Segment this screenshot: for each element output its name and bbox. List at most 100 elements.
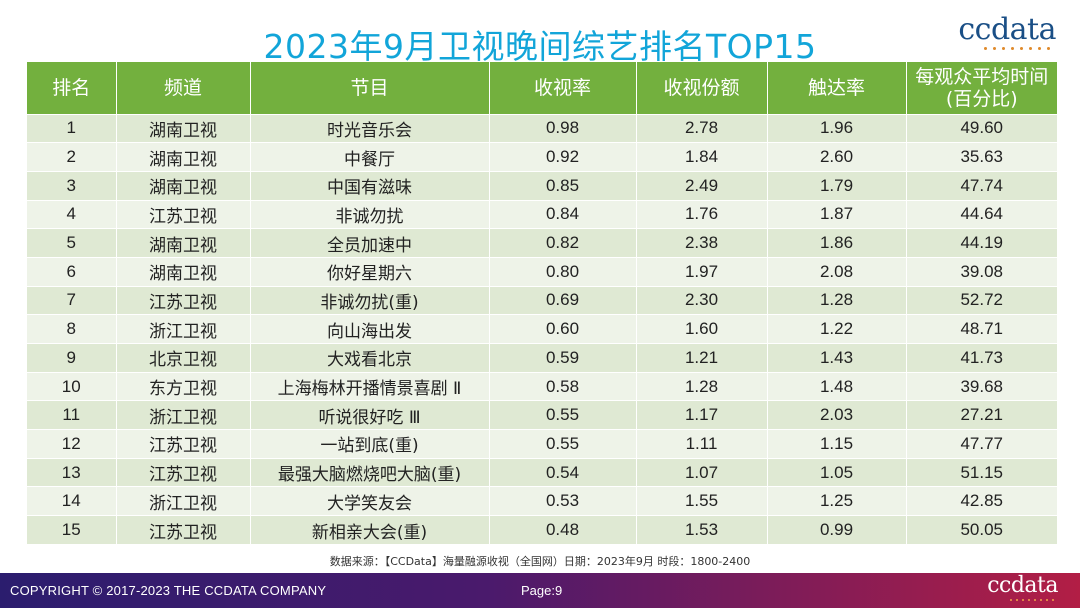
column-header-text: 每观众平均时间	[915, 65, 1049, 88]
table-cell: 2.03	[767, 400, 907, 430]
table-row: 8 浙江卫视 向山海出发 0.60 1.60 1.22 48.71	[27, 314, 1057, 344]
table-cell: 39.68	[906, 371, 1057, 401]
table-cell: 中国有滋味	[250, 170, 490, 201]
table-cell: 1.43	[767, 343, 907, 373]
table-cell: 6	[27, 256, 117, 287]
table-cell: 1.96	[767, 113, 907, 143]
table-cell: 上海梅林开播情景喜剧 Ⅱ	[250, 371, 490, 401]
logo-text: ccdata	[958, 12, 1056, 47]
column-header: 触达率	[767, 62, 907, 114]
table-cell: 1.87	[767, 199, 907, 229]
table-cell: 0.82	[489, 228, 637, 258]
table-cell: 0.84	[489, 199, 637, 229]
table-cell: 湖南卫视	[116, 142, 251, 172]
table-cell: 听说很好吃 Ⅲ	[250, 400, 490, 430]
table-cell: 0.98	[489, 113, 637, 143]
table-cell: 44.64	[906, 199, 1057, 229]
column-header-text: 排名	[52, 76, 91, 99]
table-cell: 1.07	[636, 457, 768, 487]
table-cell: 15	[27, 515, 117, 545]
table-cell: 时光音乐会	[250, 113, 490, 143]
table-cell: 1.21	[636, 343, 768, 373]
table-cell: 8	[27, 314, 117, 344]
footer-logo-text: ccdata	[987, 573, 1058, 598]
table-cell: 39.08	[906, 256, 1057, 287]
column-header-text: 节目	[350, 76, 389, 99]
table-cell: 1.25	[767, 486, 907, 516]
table-cell: 14	[27, 486, 117, 516]
table-cell: 47.74	[906, 170, 1057, 201]
ranking-table: 排名 频道 节目 收视率 收视份额 触达率 每观众平均时间 (百分比) 1 湖南卫视 时光音乐会 0…	[27, 62, 1057, 545]
table-cell: 1.60	[636, 314, 768, 344]
table-row: 1 湖南卫视 时光音乐会 0.98 2.78 1.96 49.60	[27, 113, 1057, 143]
table-cell: 0.80	[489, 256, 637, 287]
table-cell: 48.71	[906, 314, 1057, 344]
column-header-text: 触达率	[807, 76, 865, 99]
table-cell: 1.76	[636, 199, 768, 229]
column-header: 收视率	[489, 62, 637, 114]
table-cell: 12	[27, 429, 117, 459]
table-cell: 浙江卫视	[116, 400, 251, 430]
table-cell: 北京卫视	[116, 343, 251, 373]
table-row: 14 浙江卫视 大学笑友会 0.53 1.55 1.25 42.85	[27, 486, 1057, 516]
table-cell: 47.77	[906, 429, 1057, 459]
column-header-text: 收视份额	[663, 76, 740, 99]
table-cell: 大戏看北京	[250, 343, 490, 373]
table-cell: 2.49	[636, 170, 768, 201]
table-cell: 2.08	[767, 256, 907, 287]
table-cell: 51.15	[906, 457, 1057, 487]
table-cell: 湖南卫视	[116, 170, 251, 201]
table-cell: 浙江卫视	[116, 314, 251, 344]
table-header-row: 排名 频道 节目 收视率 收视份额 触达率 每观众平均时间 (百分比)	[27, 62, 1057, 114]
table-cell: 2.60	[767, 142, 907, 172]
table-cell: 非诚勿扰(重)	[250, 285, 490, 315]
table-cell: 1.53	[636, 515, 768, 545]
table-cell: 0.55	[489, 400, 637, 430]
table-cell: 44.19	[906, 228, 1057, 258]
table-row: 6 湖南卫视 你好星期六 0.80 1.97 2.08 39.08	[27, 256, 1057, 287]
copyright-text: COPYRIGHT © 2017-2023 THE CCDATA COMPANY	[10, 583, 327, 598]
table-cell: 0.69	[489, 285, 637, 315]
table-cell: 1.86	[767, 228, 907, 258]
table-cell: 浙江卫视	[116, 486, 251, 516]
table-cell: 1.28	[636, 371, 768, 401]
table-cell: 最强大脑燃烧吧大脑(重)	[250, 457, 490, 487]
table-cell: 江苏卫视	[116, 199, 251, 229]
table-cell: 5	[27, 228, 117, 258]
table-row: 10 东方卫视 上海梅林开播情景喜剧 Ⅱ 0.58 1.28 1.48 39.68	[27, 371, 1057, 401]
table-cell: 9	[27, 343, 117, 373]
table-row: 11 浙江卫视 听说很好吃 Ⅲ 0.55 1.17 2.03 27.21	[27, 400, 1057, 430]
table-cell: 10	[27, 371, 117, 401]
table-cell: 0.60	[489, 314, 637, 344]
table-row: 7 江苏卫视 非诚勿扰(重) 0.69 2.30 1.28 52.72	[27, 285, 1057, 315]
table-cell: 1.28	[767, 285, 907, 315]
table-cell: 42.85	[906, 486, 1057, 516]
table-cell: 江苏卫视	[116, 457, 251, 487]
table-row: 9 北京卫视 大戏看北京 0.59 1.21 1.43 41.73	[27, 343, 1057, 373]
table-cell: 1.79	[767, 170, 907, 201]
table-cell: 江苏卫视	[116, 515, 251, 545]
footer-logo: ccdata	[978, 573, 1059, 606]
table-cell: 41.73	[906, 343, 1057, 373]
table-cell: 2	[27, 142, 117, 172]
table-row: 3 湖南卫视 中国有滋味 0.85 2.49 1.79 47.74	[27, 170, 1057, 201]
table-cell: 0.54	[489, 457, 637, 487]
table-cell: 2.78	[636, 113, 768, 143]
column-header: 频道	[116, 62, 251, 114]
column-header: 排名	[27, 62, 117, 114]
table-cell: 大学笑友会	[250, 486, 490, 516]
table-row: 13 江苏卫视 最强大脑燃烧吧大脑(重) 0.54 1.07 1.05 51.15	[27, 457, 1057, 487]
table-cell: 非诚勿扰	[250, 199, 490, 229]
table-cell: 湖南卫视	[116, 256, 251, 287]
footer-bar: COPYRIGHT © 2017-2023 THE CCDATA COMPANY…	[0, 573, 1080, 608]
table-cell: 1.17	[636, 400, 768, 430]
table-body: 1 湖南卫视 时光音乐会 0.98 2.78 1.96 49.60 2 湖南卫视 中餐厅 0.92 1…	[27, 113, 1057, 545]
table-cell: 0.55	[489, 429, 637, 459]
table-cell: 江苏卫视	[116, 285, 251, 315]
table-cell: 0.59	[489, 343, 637, 373]
table-cell: 湖南卫视	[116, 113, 251, 143]
table-cell: 4	[27, 199, 117, 229]
column-header: 收视份额	[636, 62, 768, 114]
table-cell: 向山海出发	[250, 314, 490, 344]
table-row: 12 江苏卫视 一站到底(重) 0.55 1.11 1.15 47.77	[27, 429, 1057, 459]
